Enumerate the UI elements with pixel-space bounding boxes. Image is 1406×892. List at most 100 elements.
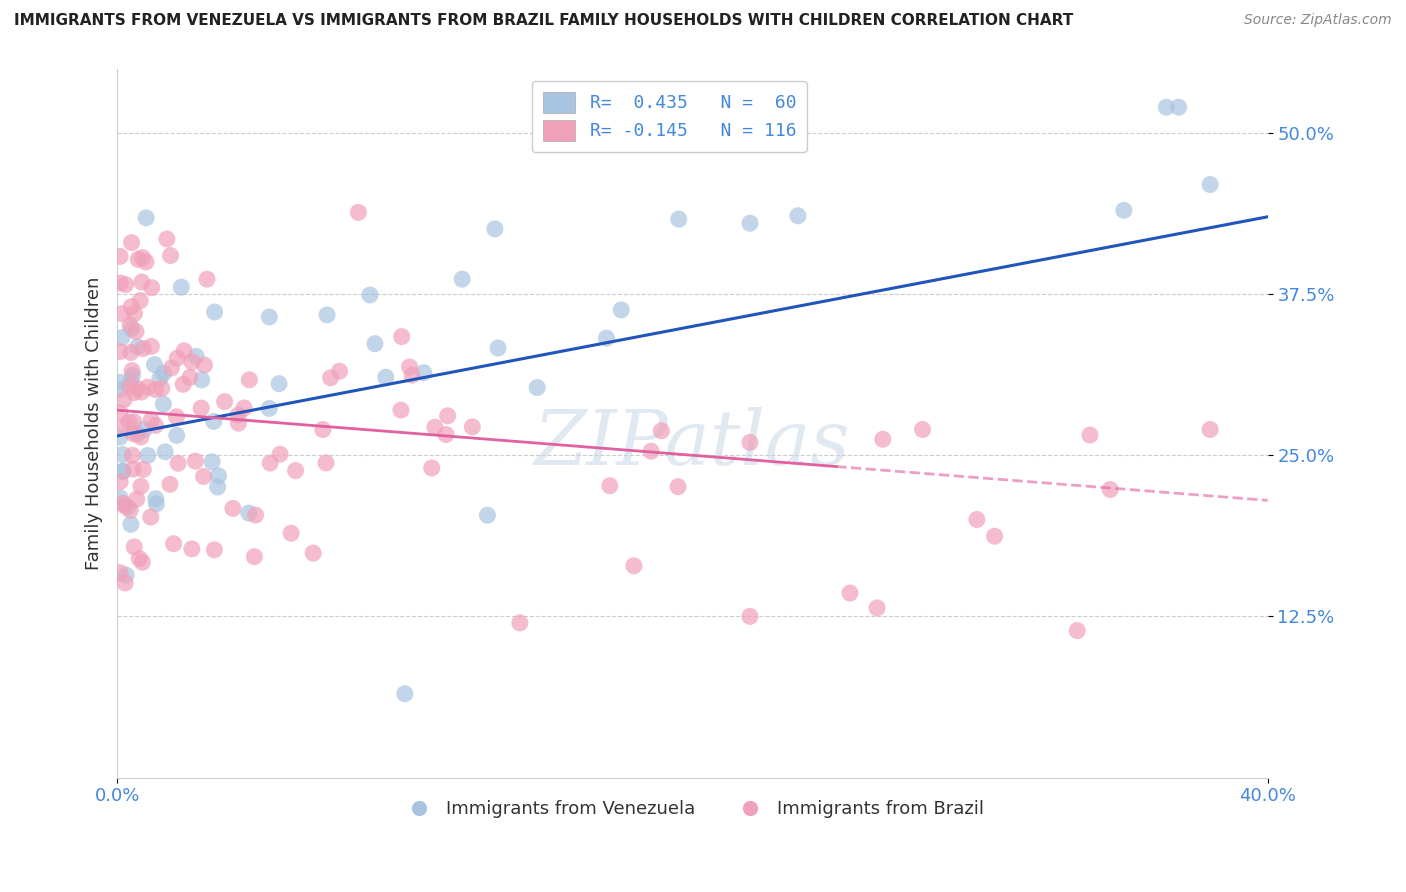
Point [484, 222, 506, 236]
Point [391, 329, 413, 343]
Point [839, 586, 862, 600]
Point [108, 375, 131, 389]
Point [786, 209, 808, 223]
Point [121, 368, 143, 383]
Point [125, 381, 148, 395]
Point [143, 358, 166, 372]
Point [153, 445, 176, 459]
Point [166, 351, 188, 366]
Point [167, 456, 190, 470]
Point [173, 343, 195, 358]
Point [118, 415, 141, 429]
Point [131, 555, 153, 569]
Point [269, 447, 291, 461]
Point [610, 302, 633, 317]
Point [122, 385, 145, 400]
Point [190, 401, 212, 416]
Point [122, 426, 145, 441]
Point [159, 248, 181, 262]
Point [121, 448, 143, 462]
Point [125, 426, 148, 441]
Point [112, 392, 135, 407]
Point [319, 371, 342, 385]
Point [135, 211, 157, 225]
Point [108, 344, 131, 359]
Point [436, 409, 458, 423]
Point [141, 339, 163, 353]
Point [257, 401, 280, 416]
Point [162, 537, 184, 551]
Point [112, 496, 135, 510]
Point [238, 373, 260, 387]
Point [477, 508, 499, 523]
Point [114, 576, 136, 591]
Point [125, 492, 148, 507]
Point [127, 252, 149, 267]
Point [124, 306, 146, 320]
Point [966, 512, 988, 526]
Point [180, 541, 202, 556]
Point [160, 361, 183, 376]
Point [132, 462, 155, 476]
Point [132, 342, 155, 356]
Point [259, 456, 281, 470]
Point [186, 349, 208, 363]
Point [131, 251, 153, 265]
Point [184, 454, 207, 468]
Point [911, 422, 934, 436]
Point [204, 305, 226, 319]
Point [135, 255, 157, 269]
Point [1099, 483, 1122, 497]
Point [114, 277, 136, 292]
Point [640, 444, 662, 458]
Point [190, 373, 212, 387]
Point [599, 479, 621, 493]
Point [243, 549, 266, 564]
Point [420, 461, 443, 475]
Point [284, 464, 307, 478]
Point [145, 491, 167, 506]
Point [141, 281, 163, 295]
Point [364, 336, 387, 351]
Point [170, 280, 193, 294]
Point [112, 464, 135, 478]
Point [120, 345, 142, 359]
Point [120, 517, 142, 532]
Point [118, 379, 141, 393]
Point [108, 475, 131, 489]
Point [738, 216, 761, 230]
Point [179, 370, 201, 384]
Point [145, 383, 167, 397]
Point [166, 409, 188, 424]
Point [228, 416, 250, 430]
Point [1078, 428, 1101, 442]
Point [125, 325, 148, 339]
Point [347, 205, 370, 219]
Point [526, 380, 548, 394]
Point [328, 364, 350, 378]
Point [316, 308, 339, 322]
Point [207, 480, 229, 494]
Point [389, 403, 412, 417]
Point [1112, 203, 1135, 218]
Point [108, 491, 131, 505]
Point [129, 479, 152, 493]
Point [401, 368, 423, 382]
Point [233, 401, 256, 415]
Point [115, 568, 138, 582]
Point [1199, 178, 1222, 192]
Point [121, 364, 143, 378]
Point [666, 480, 689, 494]
Point [131, 275, 153, 289]
Point [193, 358, 215, 372]
Point [117, 500, 139, 514]
Point [509, 615, 531, 630]
Point [134, 423, 156, 437]
Point [129, 293, 152, 308]
Point [398, 359, 420, 374]
Point [112, 420, 135, 434]
Point [121, 322, 143, 336]
Point [226, 408, 249, 422]
Point [122, 462, 145, 476]
Point [359, 288, 381, 302]
